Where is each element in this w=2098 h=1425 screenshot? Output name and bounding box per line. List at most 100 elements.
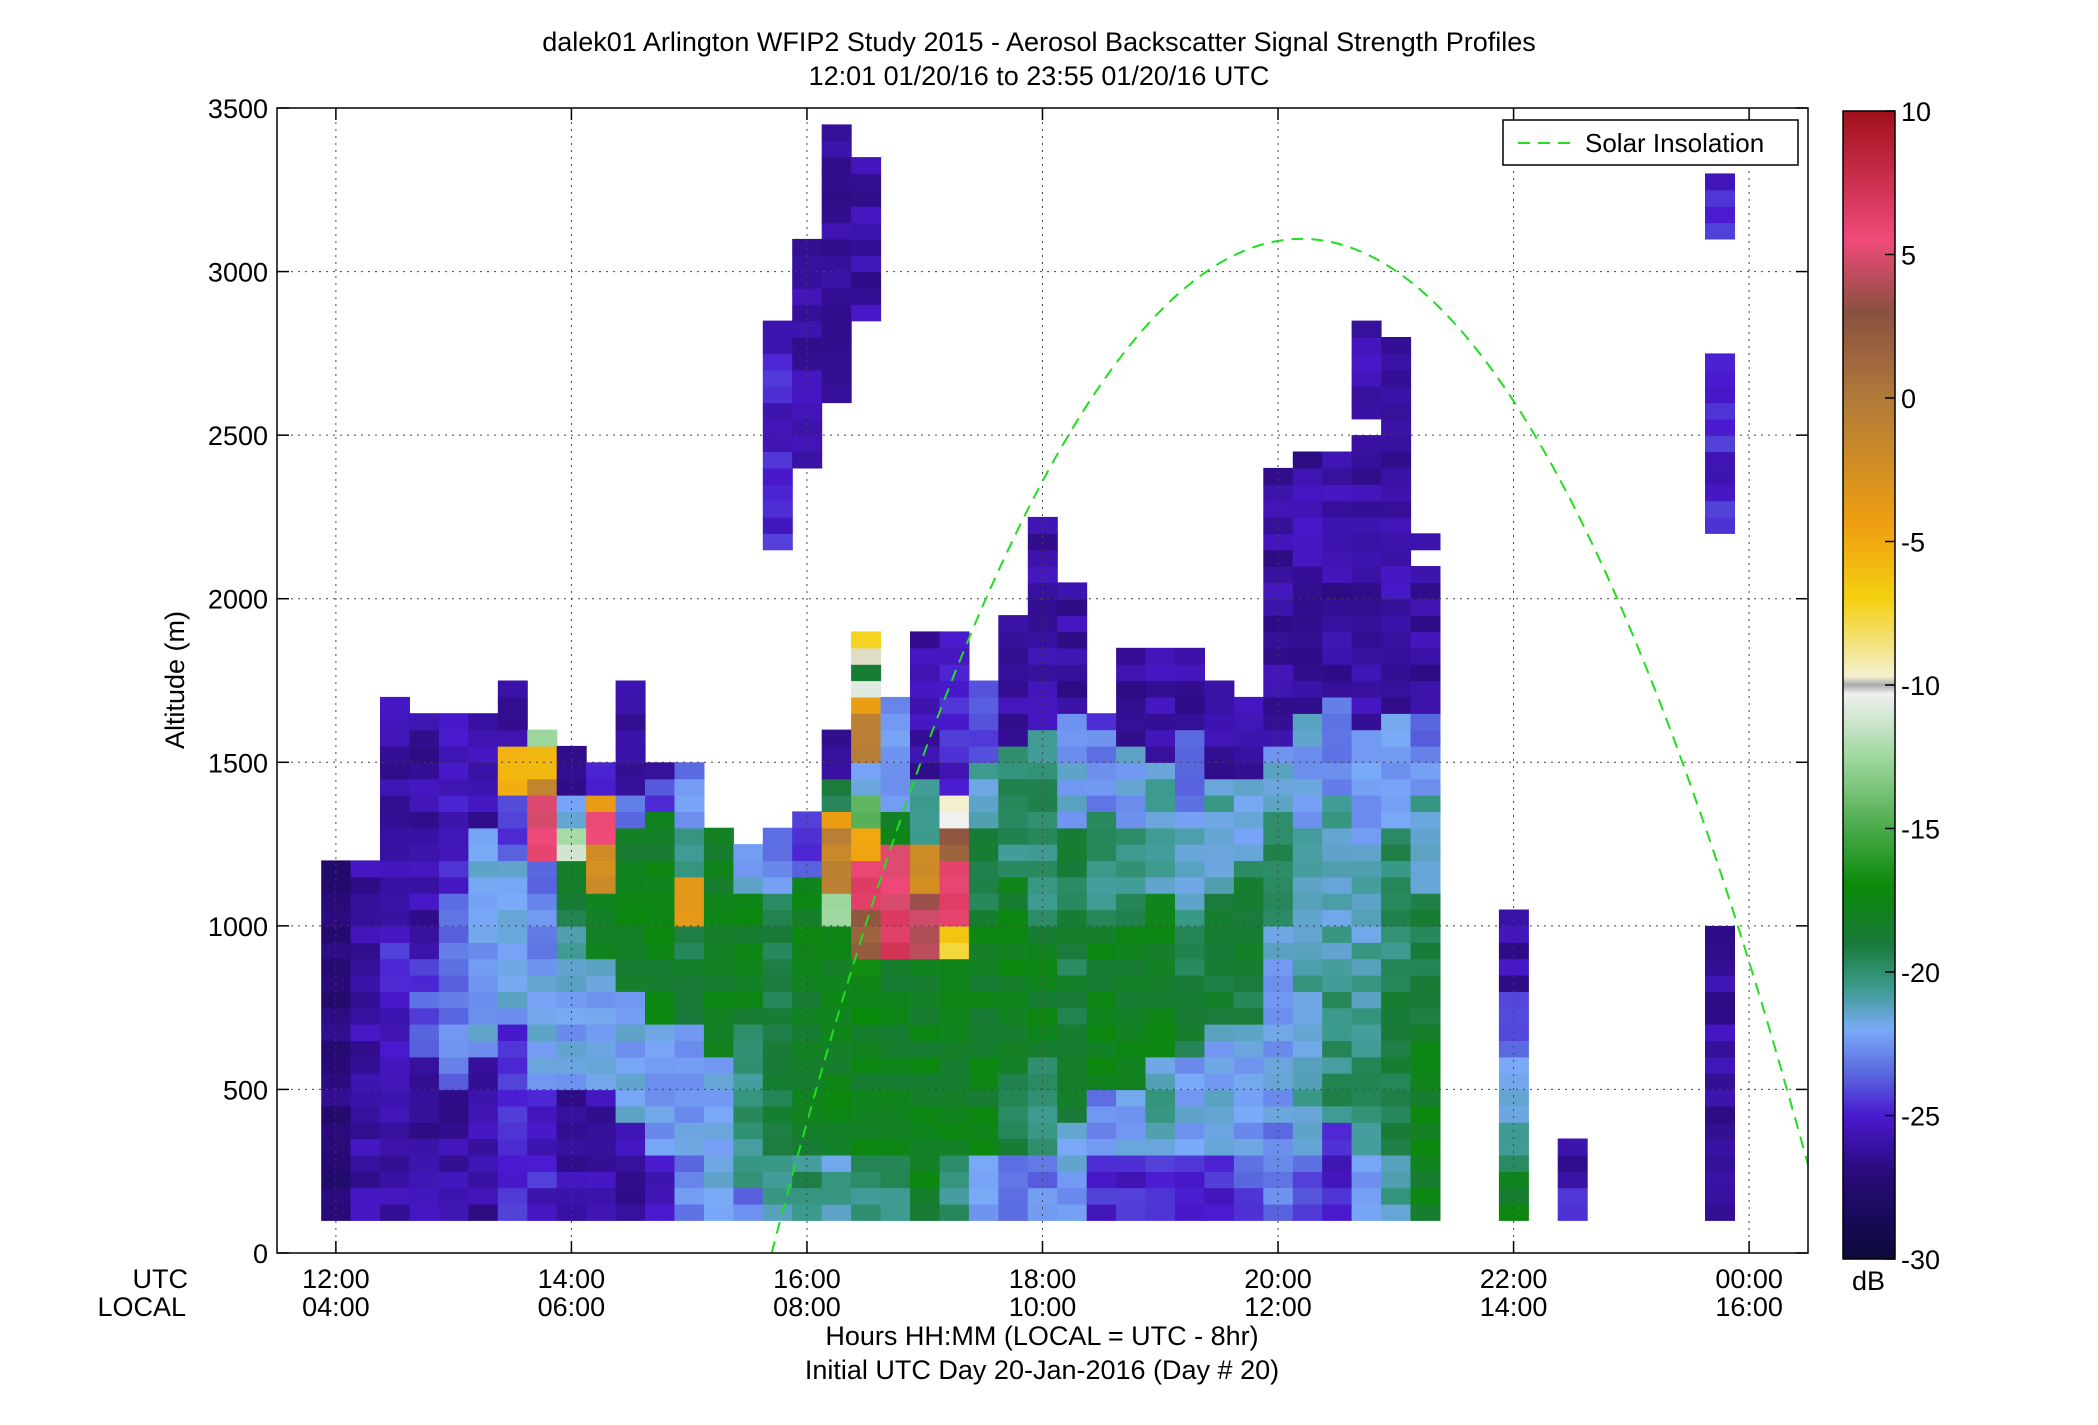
- heatmap-cell: [1292, 893, 1323, 911]
- heatmap-cell: [1057, 811, 1088, 829]
- heatmap-cell: [821, 255, 852, 273]
- heatmap-cell: [1322, 1073, 1353, 1091]
- heatmap-cell: [1705, 1007, 1735, 1025]
- heatmap-cell: [1498, 942, 1529, 960]
- heatmap-cell: [1175, 860, 1205, 878]
- heatmap-cell: [733, 1154, 764, 1172]
- heatmap-cell: [910, 745, 940, 763]
- heatmap-cell: [380, 778, 410, 796]
- heatmap-cell: [556, 1056, 587, 1074]
- heatmap-cell: [733, 991, 764, 1009]
- heatmap-cell: [762, 974, 793, 992]
- heatmap-cell: [468, 1024, 499, 1041]
- heatmap-cell: [821, 189, 852, 207]
- heatmap-cell: [1410, 827, 1441, 845]
- heatmap-cell: [1410, 729, 1441, 747]
- heatmap-cell: [409, 925, 440, 943]
- heatmap-cell: [939, 631, 970, 649]
- heatmap-cell: [527, 991, 558, 1009]
- heatmap-cell: [497, 778, 528, 796]
- heatmap-cell: [1233, 1187, 1264, 1205]
- heatmap-cell: [468, 762, 499, 780]
- heatmap-cell: [1057, 1138, 1088, 1156]
- heatmap-cell: [1145, 1089, 1176, 1107]
- heatmap-cell: [497, 958, 528, 976]
- heatmap-cell: [1705, 467, 1735, 485]
- heatmap-cell: [497, 795, 528, 812]
- heatmap-cell: [1116, 1073, 1147, 1091]
- heatmap-cell: [1175, 1040, 1205, 1058]
- heatmap-cell: [1322, 811, 1353, 829]
- heatmap-cell: [468, 991, 499, 1009]
- heatmap-cell: [821, 860, 852, 878]
- heatmap-cell: [615, 1203, 646, 1221]
- heatmap-cell: [968, 827, 999, 845]
- heatmap-cell: [1381, 909, 1412, 927]
- heatmap-cell: [380, 1073, 410, 1091]
- heatmap-cell: [1116, 762, 1147, 780]
- heatmap-cell: [1027, 696, 1058, 714]
- heatmap-cell: [586, 860, 617, 878]
- heatmap-cell: [321, 1138, 352, 1156]
- heatmap-cell: [851, 729, 882, 747]
- heatmap-cell: [1351, 1089, 1382, 1107]
- heatmap-cell: [468, 827, 499, 845]
- heatmap-cell: [1204, 745, 1235, 763]
- heatmap-cell: [880, 925, 911, 943]
- colorbar-tick-label: -20: [1901, 958, 1940, 988]
- heatmap-cell: [1410, 991, 1441, 1009]
- heatmap-cell: [409, 1138, 440, 1156]
- heatmap-cell: [821, 140, 852, 158]
- heatmap-cell: [910, 958, 940, 976]
- heatmap-cell: [1322, 615, 1353, 633]
- heatmap-cell: [821, 173, 852, 191]
- heatmap-cell: [615, 1138, 646, 1156]
- heatmap-cell: [1292, 451, 1323, 469]
- heatmap-cell: [792, 435, 823, 453]
- heatmap-cell: [468, 958, 499, 976]
- heatmap-cell: [409, 1187, 440, 1205]
- heatmap-cell: [1705, 1203, 1735, 1221]
- heatmap-cell: [645, 811, 675, 829]
- heatmap-cell: [1705, 206, 1735, 224]
- heatmap-cell: [1351, 811, 1382, 829]
- colorbar-ticks: 10 5 0 -5 -10 -15 -20 -25 -30: [1885, 97, 1940, 1275]
- heatmap-cell: [1057, 680, 1088, 698]
- heatmap-cell: [998, 745, 1029, 763]
- heatmap-cell: [586, 1203, 617, 1221]
- heatmap-cell: [939, 778, 970, 796]
- heatmap-cell: [910, 1024, 940, 1041]
- chart-title: dalek01 Arlington WFIP2 Study 2015 - Aer…: [542, 27, 1536, 57]
- heatmap-cell: [1410, 1073, 1441, 1091]
- heatmap-cell: [1292, 1105, 1323, 1123]
- heatmap-cell: [586, 1122, 617, 1140]
- heatmap-cell: [645, 974, 675, 992]
- heatmap-cell: [762, 516, 793, 534]
- heatmap-cell: [998, 1203, 1029, 1221]
- heatmap-cell: [1116, 1187, 1147, 1205]
- heatmap-cell: [733, 942, 764, 960]
- heatmap-cell: [1263, 958, 1294, 976]
- heatmap-cell: [1057, 893, 1088, 911]
- heatmap-cell: [851, 1024, 882, 1041]
- heatmap-cell: [497, 860, 528, 878]
- heatmap-cell: [1381, 893, 1412, 911]
- heatmap-cell: [1263, 484, 1294, 502]
- heatmap-cell: [1175, 811, 1205, 829]
- heatmap-cell: [527, 795, 558, 812]
- heatmap-cell: [645, 1056, 675, 1074]
- heatmap-cell: [1498, 1203, 1529, 1221]
- heatmap-cell: [1027, 1138, 1058, 1156]
- heatmap-cell: [497, 762, 528, 780]
- heatmap-cell: [497, 1187, 528, 1205]
- heatmap-cell: [939, 860, 970, 878]
- heatmap-cell: [792, 386, 823, 404]
- heatmap-cell: [968, 844, 999, 862]
- heatmap-cell: [1057, 1007, 1088, 1025]
- heatmap-cell: [468, 1122, 499, 1140]
- heatmap-cell: [1381, 745, 1412, 763]
- heatmap-cell: [1381, 827, 1412, 845]
- heatmap-cell: [556, 795, 587, 812]
- heatmap-cell: [939, 958, 970, 976]
- heatmap-cell: [1263, 696, 1294, 714]
